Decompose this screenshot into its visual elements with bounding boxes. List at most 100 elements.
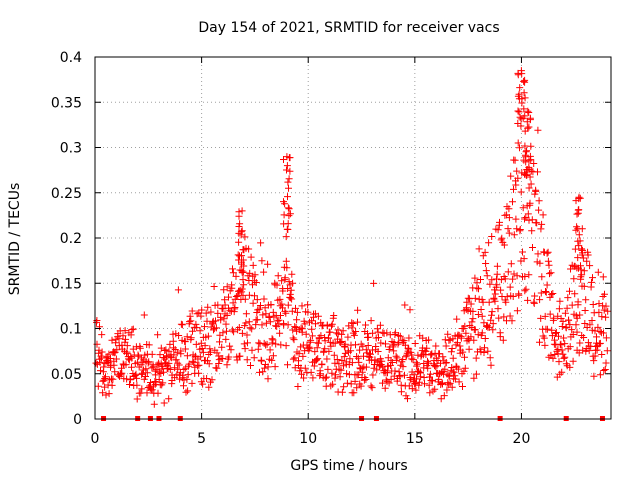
data-point — [600, 329, 607, 337]
data-point — [573, 264, 581, 272]
data-point — [585, 347, 593, 355]
data-point — [558, 323, 566, 330]
y-tick-label: 0 — [73, 412, 82, 428]
data-point — [260, 295, 268, 303]
data-point — [215, 356, 223, 364]
data-point — [593, 333, 600, 341]
data-point — [521, 78, 529, 86]
data-point — [314, 355, 322, 363]
data-point — [603, 347, 611, 355]
data-point — [505, 229, 513, 237]
data-point — [264, 260, 272, 268]
data-point — [367, 317, 375, 325]
data-point — [285, 175, 293, 183]
data-point — [232, 272, 240, 280]
data-point — [515, 291, 523, 299]
data-point — [308, 325, 316, 333]
data-point — [415, 378, 423, 386]
data-point — [494, 305, 502, 313]
data-point — [471, 294, 479, 302]
data-point — [601, 366, 609, 373]
data-point — [305, 343, 313, 351]
data-point — [486, 354, 494, 362]
data-point — [313, 344, 321, 352]
data-point — [602, 302, 610, 310]
data-point — [555, 358, 563, 366]
data-point — [204, 357, 211, 365]
data-point — [374, 348, 382, 355]
data-point — [245, 291, 253, 299]
data-point — [117, 370, 125, 378]
data-point — [540, 334, 548, 342]
data-point — [504, 268, 512, 276]
data-point — [223, 327, 230, 335]
data-point — [601, 290, 608, 298]
data-point — [233, 356, 241, 364]
data-point — [521, 287, 529, 295]
data-point — [460, 367, 468, 375]
data-point — [206, 345, 214, 353]
data-point — [198, 345, 206, 352]
data-point — [241, 233, 249, 241]
data-point — [445, 336, 453, 344]
data-point — [252, 279, 260, 286]
data-point — [174, 359, 182, 367]
data-point — [532, 187, 540, 195]
data-point — [555, 332, 562, 340]
data-point — [229, 269, 237, 277]
data-point — [354, 318, 361, 326]
data-point — [541, 312, 549, 320]
data-point — [481, 344, 488, 352]
data-point — [481, 335, 489, 342]
data-point — [150, 382, 157, 390]
data-point — [546, 310, 554, 318]
data-point — [359, 342, 367, 350]
data-point — [229, 299, 237, 307]
data-point — [246, 324, 254, 332]
data-point — [521, 169, 529, 177]
data-point — [336, 373, 344, 381]
data-point — [598, 351, 606, 358]
data-point — [102, 373, 109, 381]
data-point — [219, 305, 227, 313]
data-point — [323, 355, 331, 363]
data-point — [354, 371, 362, 379]
data-point — [281, 200, 289, 208]
data-point — [489, 320, 497, 328]
data-point — [519, 248, 526, 256]
data-point — [535, 197, 543, 205]
data-point — [588, 278, 595, 286]
data-point — [520, 77, 528, 85]
data-point — [409, 356, 417, 364]
data-point — [214, 309, 222, 317]
data-point — [427, 351, 435, 359]
data-point — [534, 168, 541, 176]
data-point — [362, 376, 370, 383]
data-point — [172, 356, 180, 364]
data-point — [572, 197, 580, 205]
data-point — [470, 336, 478, 344]
data-point — [202, 309, 210, 317]
data-point — [284, 204, 292, 212]
data-point — [203, 317, 211, 325]
data-point — [457, 334, 465, 342]
data-point — [358, 368, 366, 376]
data-point — [525, 271, 533, 279]
data-point — [276, 295, 284, 303]
data-point — [315, 335, 323, 343]
data-point — [173, 349, 181, 357]
data-point — [199, 348, 207, 356]
data-point — [259, 368, 267, 376]
data-point — [333, 356, 341, 363]
data-point — [238, 329, 246, 337]
data-point — [174, 365, 182, 373]
data-point — [264, 363, 272, 371]
data-point — [111, 368, 119, 376]
data-point — [448, 383, 456, 391]
data-point — [362, 363, 370, 371]
data-point — [289, 355, 297, 363]
data-point — [362, 346, 370, 354]
data-point — [423, 344, 431, 352]
data-point — [155, 376, 163, 383]
data-point — [493, 281, 501, 289]
